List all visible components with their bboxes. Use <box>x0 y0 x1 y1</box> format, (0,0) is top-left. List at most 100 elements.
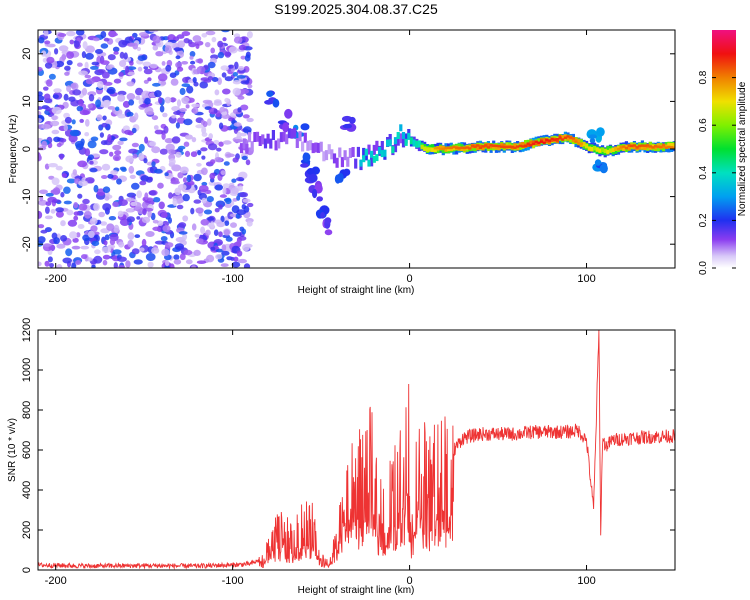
noise-blob <box>38 95 45 102</box>
noise-blob <box>126 111 134 117</box>
x-tick-label: -200 <box>45 273 67 285</box>
noise-blob <box>176 199 182 205</box>
noise-blob <box>87 230 95 238</box>
noise-blob <box>237 107 242 113</box>
band-cell <box>654 145 658 148</box>
noise-blob <box>168 192 173 199</box>
noise-blob <box>63 124 68 132</box>
noise-blob <box>189 51 196 57</box>
band-cell <box>470 144 475 148</box>
noise-blob <box>147 210 152 218</box>
scatter-blob <box>589 138 596 144</box>
noise-blob <box>233 122 242 127</box>
band-cell <box>401 137 406 148</box>
noise-blob <box>64 71 70 76</box>
noise-blob <box>169 72 177 78</box>
noise-blob <box>219 194 227 198</box>
noise-blob <box>183 249 193 256</box>
band-cell <box>484 144 488 147</box>
band-cell <box>428 147 432 152</box>
band-cell <box>266 133 270 144</box>
noise-blob <box>217 77 223 85</box>
colorbar-tick-label: 0.4 <box>698 165 709 179</box>
noise-blob <box>113 224 120 233</box>
band-cell <box>415 140 419 148</box>
band-cell <box>293 127 297 138</box>
x-tick-label: -200 <box>45 575 67 587</box>
noise-blob <box>55 207 64 213</box>
noise-blob <box>197 58 204 64</box>
noise-blob <box>231 261 241 268</box>
scatter-blob <box>264 99 274 105</box>
noise-blob <box>44 62 53 69</box>
noise-blob <box>129 60 134 66</box>
noise-blob <box>162 225 171 233</box>
band-cell <box>370 156 374 167</box>
noise-blob <box>56 142 62 148</box>
noise-blob <box>127 71 135 76</box>
noise-blob <box>191 137 197 143</box>
noise-blob <box>232 231 242 237</box>
noise-blob <box>220 215 225 223</box>
noise-blob <box>239 192 249 198</box>
snr-x-ticks: -200 -100 0 100 <box>45 330 596 587</box>
noise-blob <box>124 129 132 135</box>
noise-blob <box>66 85 72 92</box>
band-cell <box>521 145 525 148</box>
band-cell <box>656 143 660 148</box>
noise-blob <box>126 208 133 213</box>
noise-blob <box>117 140 124 146</box>
noise-blob <box>227 64 234 69</box>
noise-blob <box>218 204 223 210</box>
band-cell <box>324 150 329 161</box>
noise-blob <box>128 148 138 154</box>
noise-blob <box>95 49 103 54</box>
noise-blob <box>209 172 216 180</box>
band-cell <box>476 145 480 151</box>
y-tick-label: 20 <box>21 48 33 60</box>
noise-blob <box>191 265 196 268</box>
band-cell <box>338 147 342 158</box>
noise-blob <box>137 66 143 72</box>
band-cell <box>473 145 477 148</box>
band-cell <box>462 146 467 150</box>
noise-blob <box>125 197 135 202</box>
snr-series-line <box>38 330 675 570</box>
noise-blob <box>38 199 48 206</box>
noise-blob <box>221 30 230 33</box>
colorbar-tick-label: 0.0 <box>698 261 709 275</box>
noise-blob <box>161 248 170 257</box>
scatter-blob <box>343 168 351 176</box>
noise-blob <box>109 151 114 157</box>
noise-blob <box>145 176 153 183</box>
noise-blob <box>102 115 107 121</box>
noise-blob <box>66 209 74 216</box>
band-cell <box>478 146 483 149</box>
band-cell <box>431 147 435 152</box>
band-cell <box>255 131 260 142</box>
noise-blob <box>224 203 232 208</box>
band-cell <box>303 132 307 143</box>
noise-blob <box>45 206 50 214</box>
band-cell <box>404 133 408 144</box>
noise-blob <box>97 80 104 89</box>
noise-blob <box>218 141 224 147</box>
noise-blob <box>168 149 176 155</box>
band-cell <box>569 136 573 139</box>
noise-blob <box>77 193 83 199</box>
noise-blob <box>117 256 127 262</box>
noise-blob <box>164 96 172 104</box>
band-cell <box>330 149 334 160</box>
noise-blob <box>206 118 212 126</box>
noise-blob <box>147 77 152 82</box>
noise-blob <box>159 148 168 155</box>
noise-blob <box>60 220 66 227</box>
noise-blob <box>175 55 181 60</box>
band-cell <box>664 146 668 149</box>
band-cell <box>608 148 613 153</box>
noise-blob <box>222 187 227 195</box>
noise-blob <box>118 265 126 268</box>
noise-blob <box>194 233 200 238</box>
noise-blob <box>179 108 187 112</box>
noise-blob <box>130 201 138 207</box>
